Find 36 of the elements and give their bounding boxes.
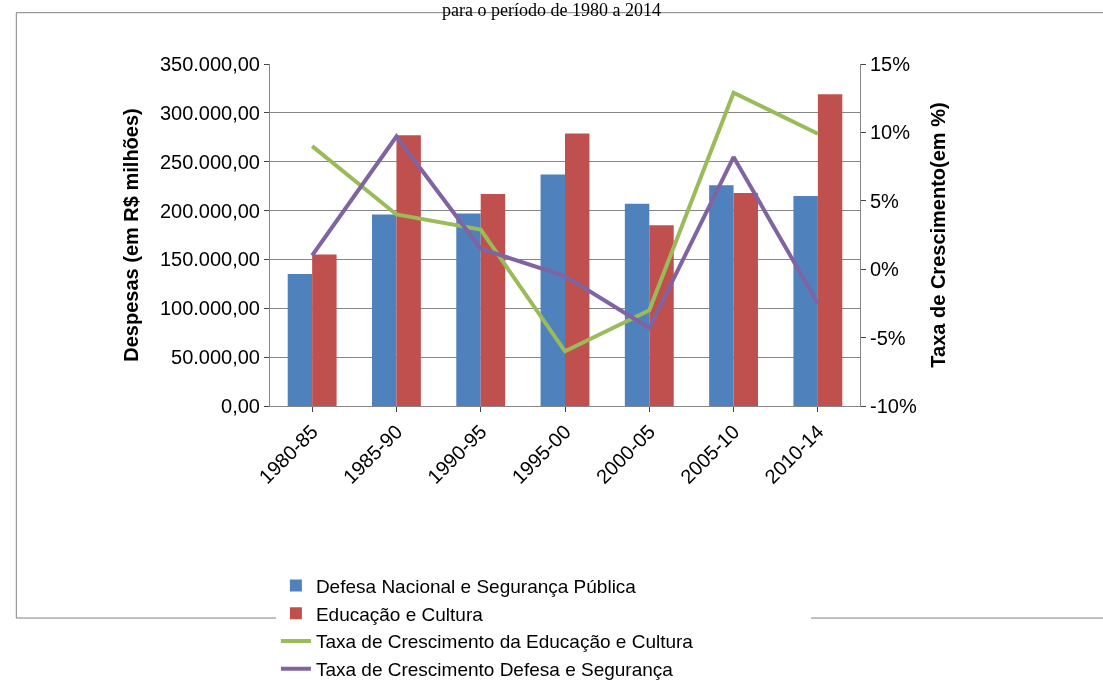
bar xyxy=(624,203,650,406)
y-tick-label: 50.000,00 xyxy=(171,346,260,369)
bar xyxy=(456,213,481,406)
y-tick-label: 350.000,00 xyxy=(159,53,260,75)
y-tick-label: 200.000,00 xyxy=(159,199,260,222)
legend-label: Taxa de Crescimento Defesa e Segurança xyxy=(315,659,674,681)
legend-label: Defesa Nacional e Segurança Pública xyxy=(315,576,637,597)
bar xyxy=(793,195,818,406)
bar xyxy=(817,94,843,406)
y-tick-label: 0,00 xyxy=(221,395,260,417)
bar xyxy=(287,274,313,406)
bar xyxy=(371,214,397,406)
y-tick-label: 300.000,00 xyxy=(159,101,260,124)
y2-axis-title: Taxa de Crescimento(em %) xyxy=(927,102,950,368)
y-tick-label: 250.000,00 xyxy=(159,150,260,173)
y2-tick-label: 5% xyxy=(870,189,900,212)
y-axis-title: Despesas (em R$ milhões) xyxy=(120,108,143,362)
bar xyxy=(312,254,337,406)
y2-tick-label: 15% xyxy=(870,53,911,75)
bar xyxy=(733,192,759,406)
chart-title: para o período de 1980 a 2014 xyxy=(442,0,661,21)
line-series xyxy=(310,134,820,331)
y2-tick-label: 0% xyxy=(870,258,900,281)
y-tick-label: 150.000,00 xyxy=(159,248,260,271)
legend-label: Educação e Cultura xyxy=(315,603,484,625)
bar xyxy=(565,133,590,406)
y-tick-label: 100.000,00 xyxy=(159,297,260,320)
y2-tick-label: -5% xyxy=(870,326,906,349)
bar xyxy=(709,185,734,406)
bar xyxy=(540,174,565,406)
y2-tick-label: 10% xyxy=(870,121,911,144)
bar xyxy=(480,193,506,406)
line-series xyxy=(310,90,820,354)
legend-label: Taxa de Crescimento da Educação e Cultura xyxy=(315,631,694,653)
bar xyxy=(396,135,421,406)
y2-tick-label: -10% xyxy=(870,395,917,417)
